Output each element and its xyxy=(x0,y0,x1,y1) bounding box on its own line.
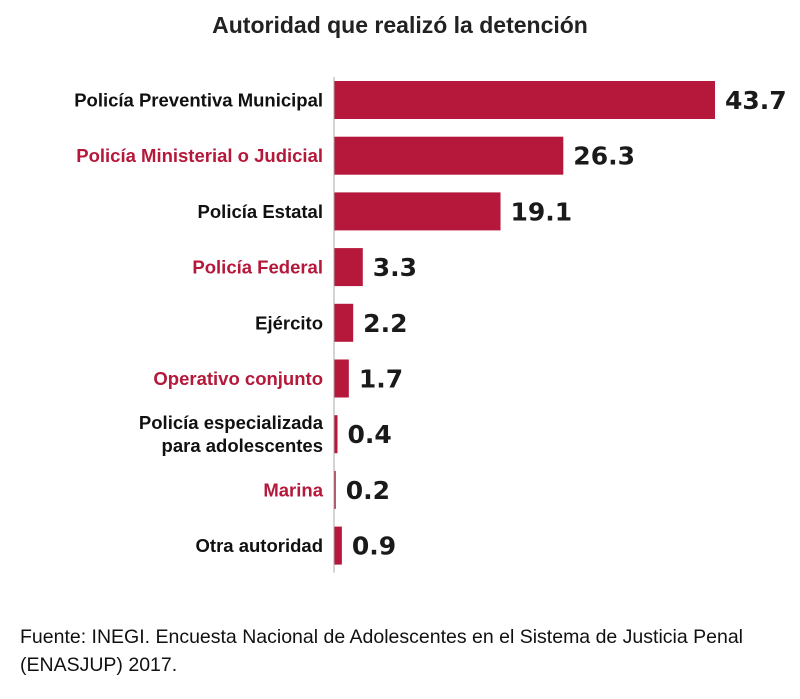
value-label-5: 1.7 xyxy=(359,365,403,394)
category-label-1: Policía Ministerial o Judicial xyxy=(76,145,323,166)
value-label-8: 0.9 xyxy=(352,532,396,561)
bar-7 xyxy=(334,470,336,509)
category-label-6-line-0: Policía especializada xyxy=(139,412,324,433)
bar-0 xyxy=(334,81,715,119)
chart-title: Autoridad que realizó la detención xyxy=(212,12,588,38)
bar-6 xyxy=(334,415,338,454)
source-note: Fuente: INEGI. Encuesta Nacional de Adol… xyxy=(20,626,743,676)
value-label-2: 19.1 xyxy=(511,197,573,226)
bars-layer xyxy=(334,81,715,565)
value-label-7: 0.2 xyxy=(346,476,390,505)
bar-5 xyxy=(334,359,349,398)
value-label-1: 26.3 xyxy=(573,142,635,171)
bar-4 xyxy=(334,303,354,342)
value-label-6: 0.4 xyxy=(347,420,391,449)
labels-layer: 43.7 Policía Preventiva Municipal 26.3 Poli… xyxy=(74,86,787,561)
value-label-3: 3.3 xyxy=(373,253,417,282)
bar-1 xyxy=(334,136,564,175)
category-label-4: Ejército xyxy=(255,312,323,333)
value-label-4: 2.2 xyxy=(363,309,407,338)
value-label-0: 43.7 xyxy=(725,86,787,115)
bar-3 xyxy=(334,248,363,287)
category-label-5: Operativo conjunto xyxy=(153,368,323,389)
category-label-6-line-1: para adolescentes xyxy=(162,435,323,456)
bar-chart: 43.7 Policía Preventiva Municipal 26.3 Poli… xyxy=(74,77,787,573)
category-label-8: Otra autoridad xyxy=(196,535,323,556)
bar-2 xyxy=(334,192,501,231)
category-label-2: Policía Estatal xyxy=(198,201,323,222)
bar-8 xyxy=(334,526,342,565)
category-label-0: Policía Preventiva Municipal xyxy=(74,90,323,111)
category-label-7: Marina xyxy=(263,479,323,500)
category-label-3: Policía Federal xyxy=(192,257,323,278)
